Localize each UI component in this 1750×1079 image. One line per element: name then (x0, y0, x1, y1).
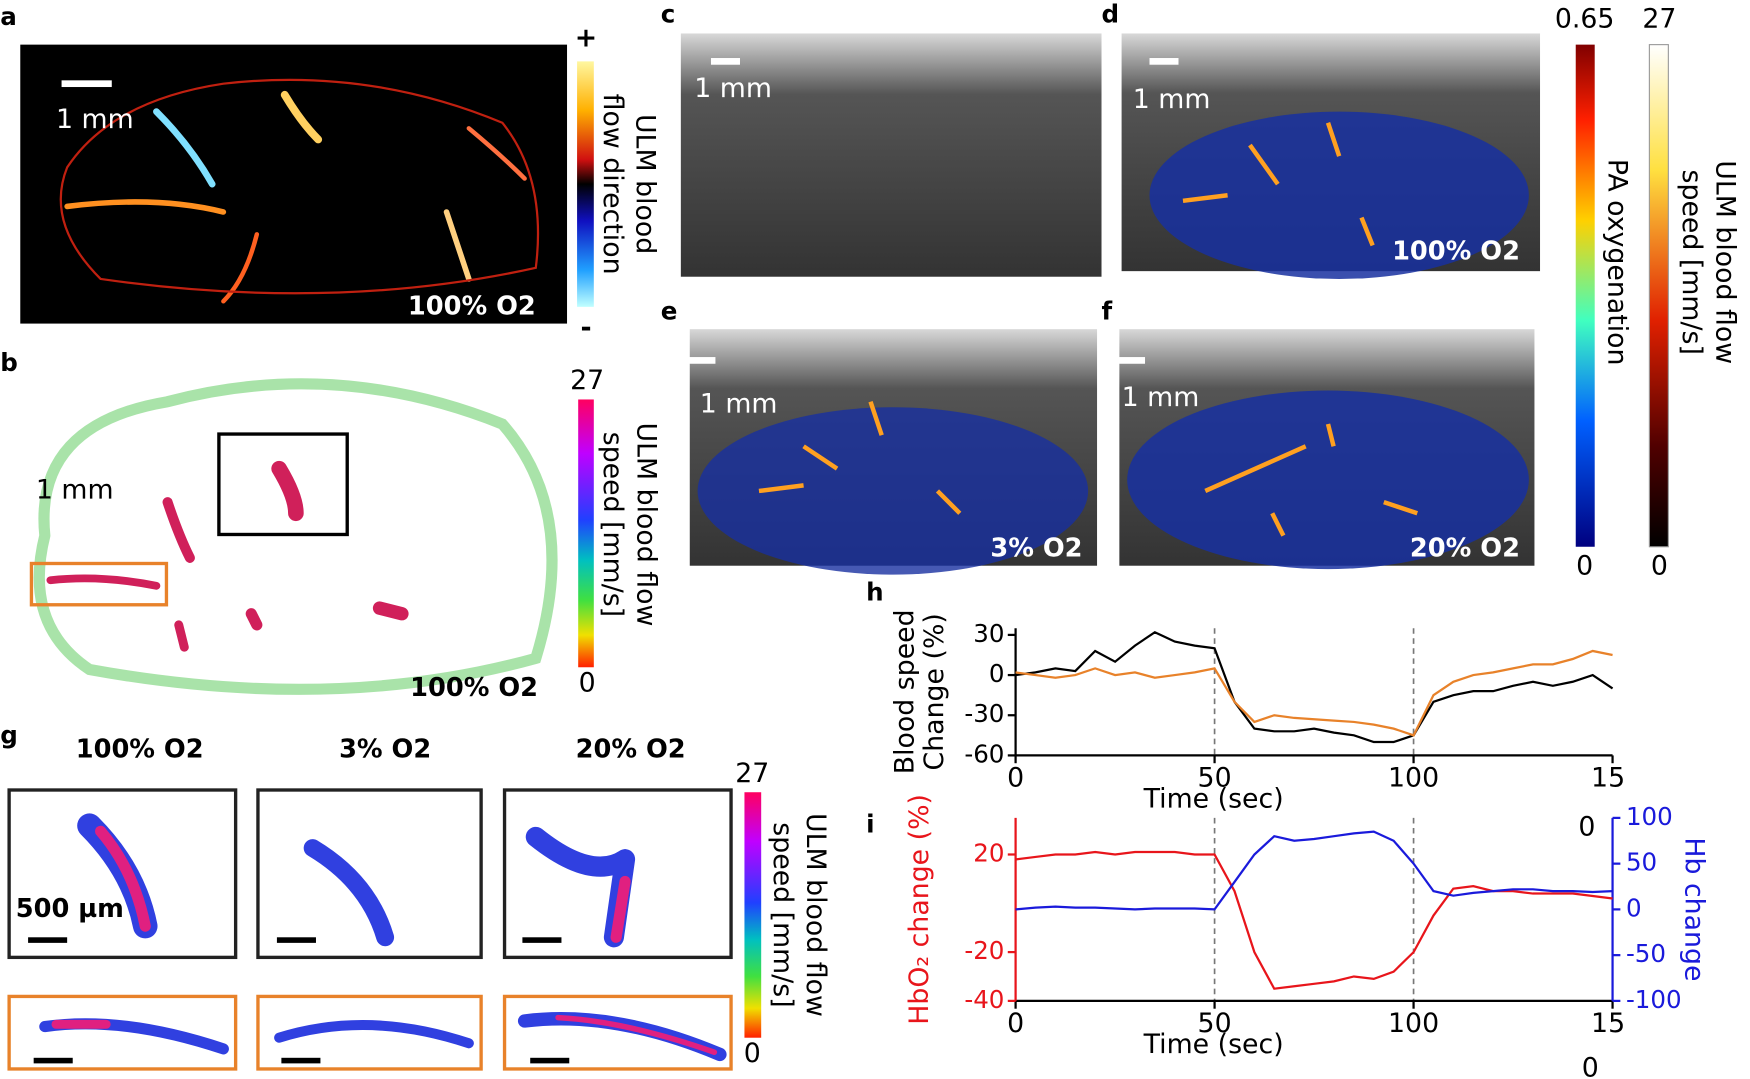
colorbar-speed (1648, 44, 1669, 548)
panel-label: e (661, 296, 678, 325)
data-line (1015, 649, 1613, 737)
column-title: 100% O2 (76, 734, 204, 764)
overlay-e (697, 407, 1089, 575)
scale-label: 1 mm (694, 73, 772, 104)
y-tick-label: 20 (973, 838, 1004, 867)
condition-label: 100% O2 (1392, 237, 1520, 267)
x-tick-label: 15 (1591, 762, 1625, 793)
image-c (680, 33, 1102, 277)
colorbar-tick: + (575, 23, 597, 54)
y-axis-label: Change (%) (919, 613, 950, 770)
insets-g (7, 788, 733, 1071)
y-axis-label: Blood speed (890, 609, 921, 774)
x-tick-label: 50 (1198, 1008, 1232, 1039)
vessels-b (33, 378, 558, 695)
colorbar-tick: - (580, 313, 591, 344)
y2-tick-label: -50 (1626, 939, 1666, 968)
condition-label: 100% O2 (408, 291, 536, 321)
y-tick-label: -30 (964, 699, 1004, 728)
x-axis-label: Time (sec) (1143, 784, 1284, 815)
vessels-a (59, 78, 540, 304)
colorbar-tick: 27 (1642, 4, 1676, 35)
stray-label: 0 (1578, 811, 1595, 842)
y2-axis-label: Hb change (1678, 837, 1709, 981)
colorbar-tick: 0.65 (1555, 4, 1615, 35)
panel-label: d (1102, 0, 1120, 29)
scale-label: 1 mm (700, 389, 778, 420)
x-axis-label: Time (sec) (1143, 1029, 1284, 1060)
colorbar-tick: 0 (1651, 550, 1668, 581)
data-line (1015, 830, 1613, 911)
colorbar-label: speed [mm/s] (767, 822, 798, 1007)
column-title: 20% O2 (576, 734, 686, 764)
panel-label: f (1102, 296, 1113, 325)
column-title: 3% O2 (339, 734, 431, 764)
panel-label: g (0, 720, 18, 749)
condition-label: 100% O2 (410, 673, 538, 703)
colorbar-a (577, 61, 594, 307)
colorbar-label: PA oxygenation (1601, 159, 1632, 366)
y-tick-label: 30 (973, 619, 1004, 648)
colorbar-label: ULM blood flow (800, 813, 831, 1017)
y2-tick-label: 100 (1626, 802, 1673, 831)
x-tick-label: 100 (1388, 762, 1439, 793)
data-line (1015, 630, 1614, 744)
vessels-def (758, 122, 1418, 537)
y-tick-label: -20 (964, 936, 1004, 965)
y2-tick-label: 50 (1626, 848, 1657, 877)
x-tick-label: 100 (1388, 1008, 1439, 1039)
panel-label: h (866, 578, 883, 607)
colorbar-tick: 0 (744, 1038, 761, 1069)
y-tick-label: -40 (964, 985, 1004, 1014)
colorbar-label: speed [mm/s] (1676, 170, 1707, 355)
condition-label: 3% O2 (990, 533, 1082, 563)
overlay-d (1149, 111, 1529, 279)
colorbar-label: ULM blood flow (1710, 160, 1741, 364)
x-tick-label: 0 (1007, 1008, 1024, 1039)
scale-label: 1 mm (56, 104, 134, 135)
scale-label: 1 mm (36, 474, 114, 505)
y2-tick-label: -100 (1626, 985, 1682, 1014)
colorbar-label: ULM blood flow (631, 422, 662, 626)
colorbar-b (578, 399, 594, 668)
scale-label: 1 mm (1133, 84, 1211, 115)
inset-box (29, 561, 169, 607)
x-tick-label: 50 (1198, 762, 1232, 793)
colorbar-tick: 27 (735, 758, 769, 789)
colorbar-tick: 0 (1576, 550, 1593, 581)
x-tick-label: 0 (1007, 762, 1024, 793)
scale-bars (61, 58, 1179, 364)
scale-label: 1 mm (1122, 382, 1200, 413)
colorbar-tick: 27 (570, 365, 604, 396)
overlay-f (1127, 390, 1529, 570)
inset-box (217, 432, 349, 537)
colorbar-tick: 0 (579, 667, 596, 698)
y-tick-label: -60 (964, 739, 1004, 768)
y2-tick-label: 0 (1626, 893, 1642, 922)
colorbar-label: speed [mm/s] (597, 432, 628, 617)
colorbar-label: ULM blood (630, 114, 661, 254)
y-tick-label: 0 (989, 659, 1005, 688)
y-axis-label: HbO₂ change (%) (904, 794, 935, 1025)
colorbar-label: flow direction (597, 94, 628, 275)
colorbar-pa (1575, 44, 1595, 547)
image-a (20, 44, 568, 324)
x-tick-label: 15 (1591, 1008, 1625, 1039)
panel-label: i (866, 810, 874, 839)
panel-label: a (0, 2, 17, 31)
stray-label: 0 (1582, 1052, 1599, 1079)
panel-label: c (661, 0, 676, 29)
condition-label: 20% O2 (1410, 533, 1520, 563)
data-line (1015, 850, 1613, 990)
scale-label: 500 µm (16, 894, 124, 924)
panel-label: b (0, 348, 18, 377)
colorbar-g (744, 792, 762, 1038)
